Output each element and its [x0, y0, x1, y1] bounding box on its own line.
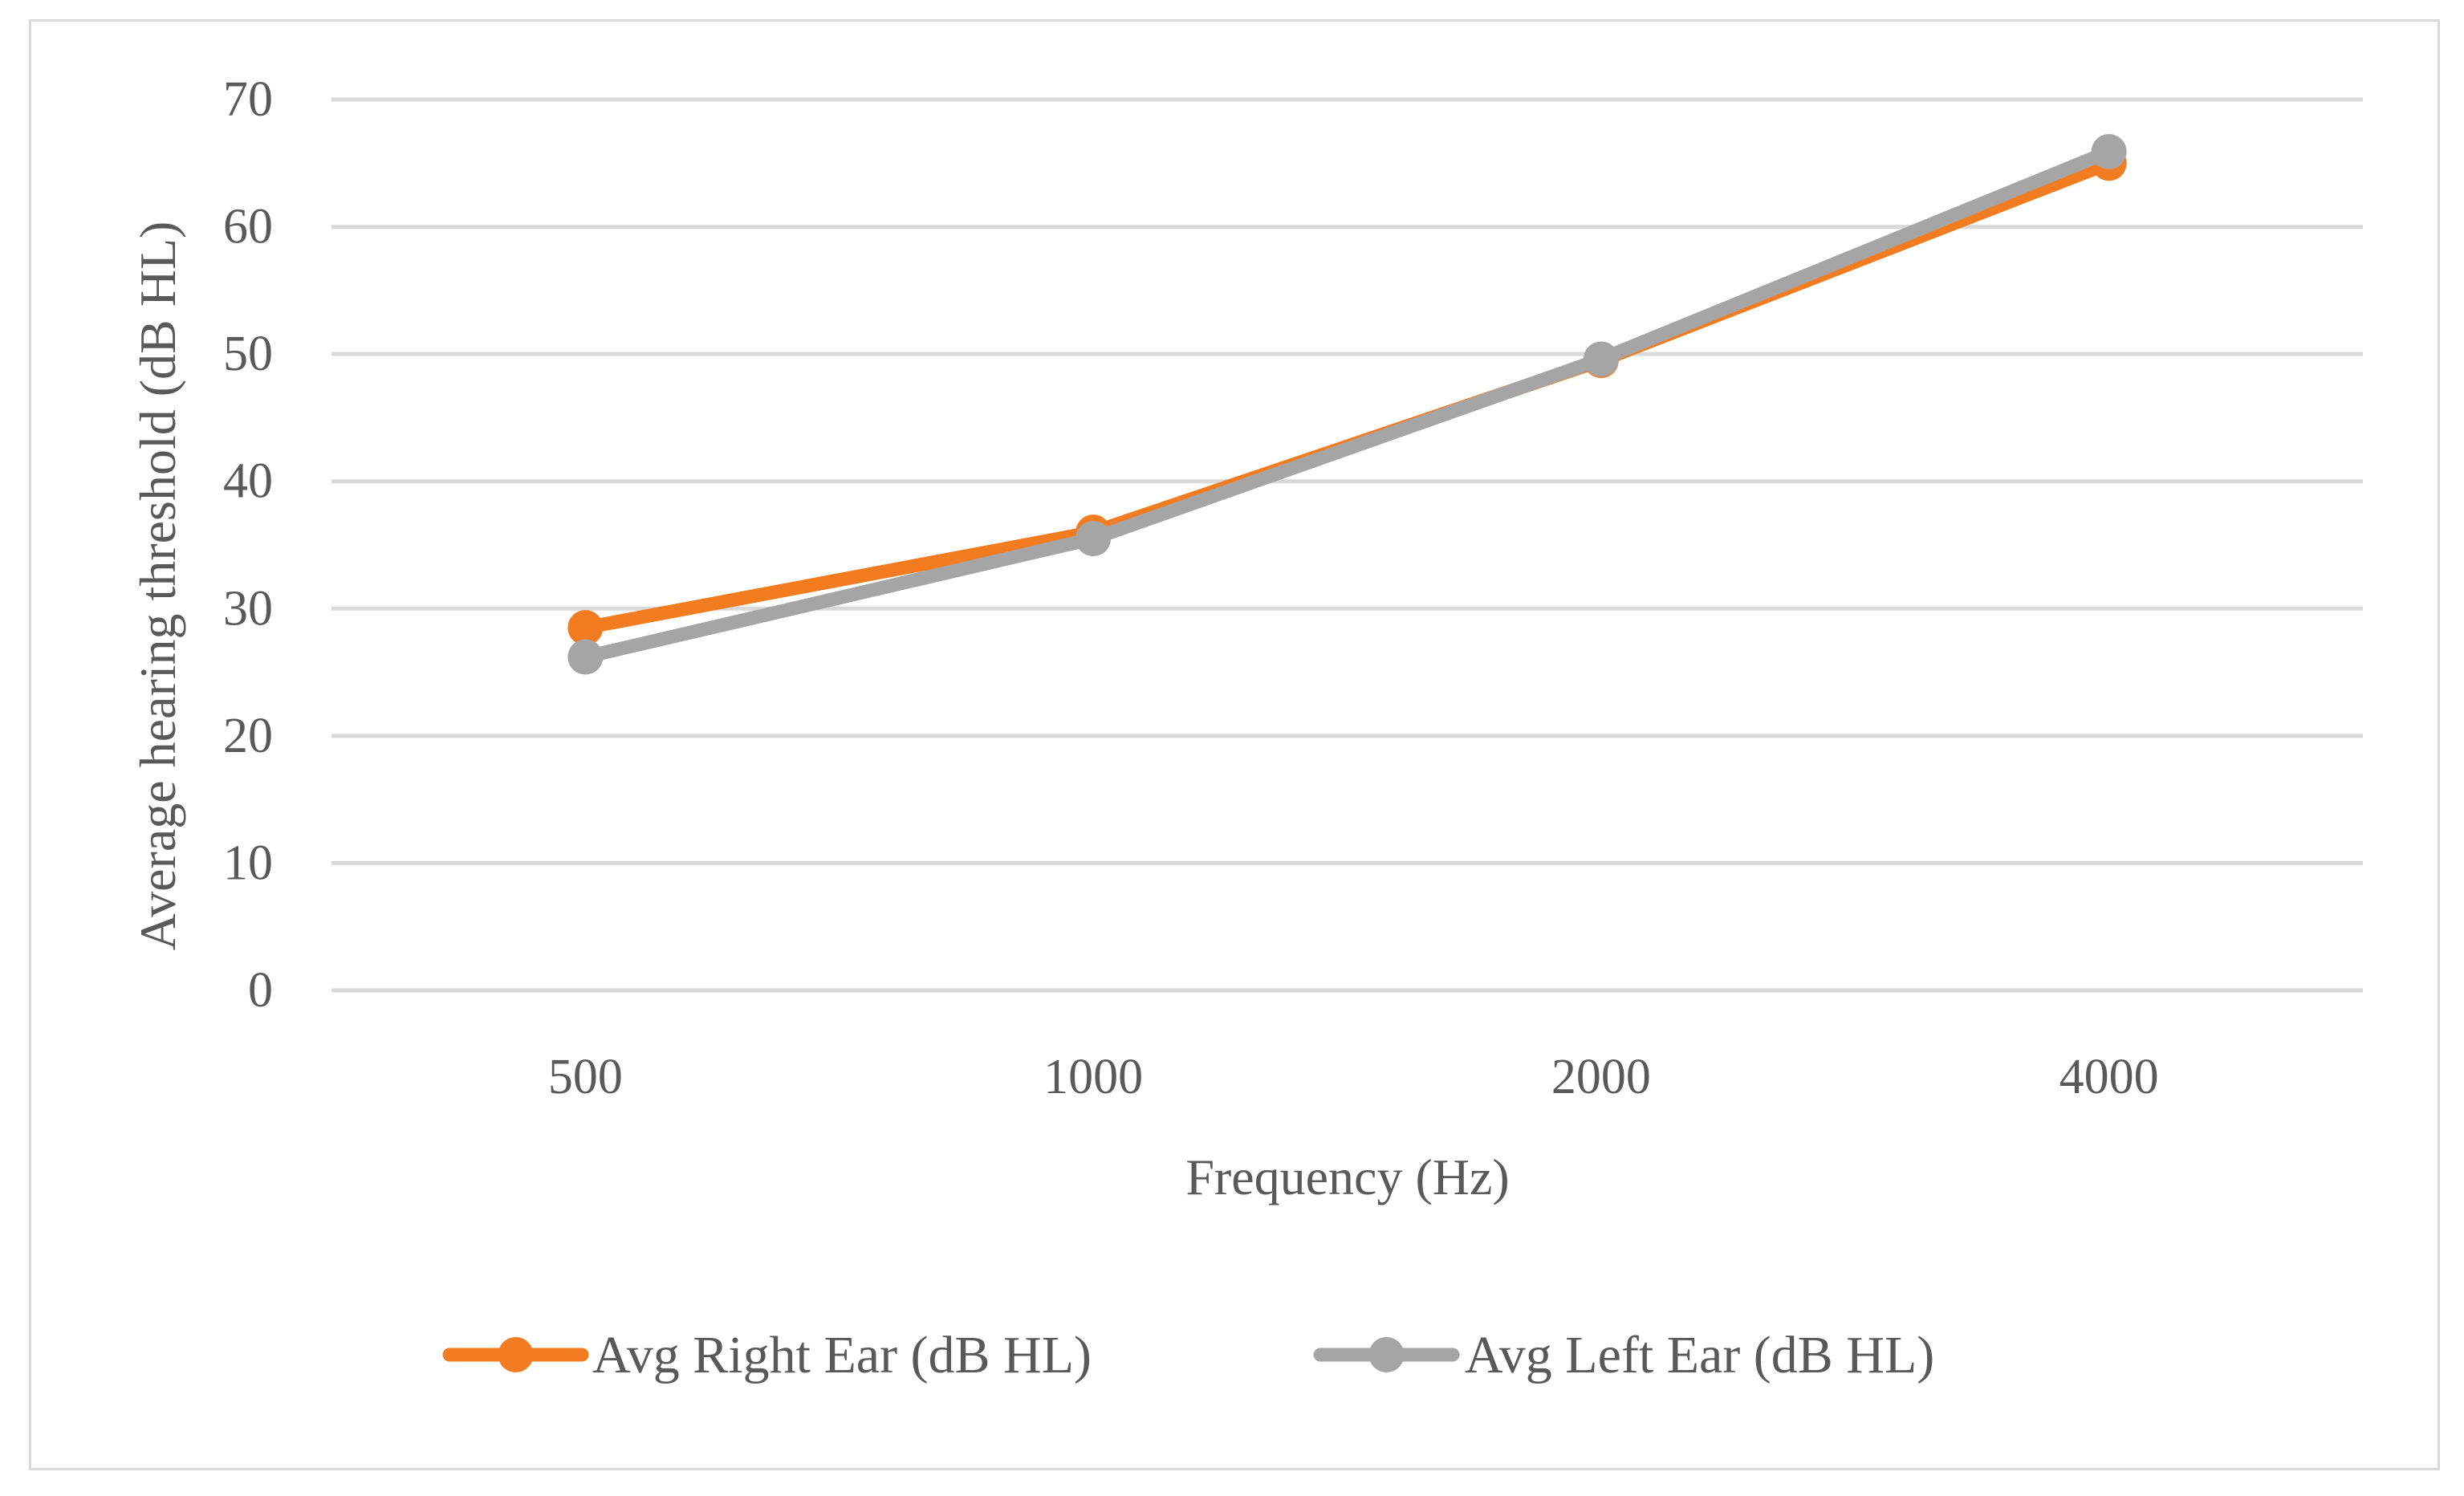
data-point	[1583, 341, 1619, 377]
y-axis-ticks: 0 10 20 30 40 50 60 70	[223, 72, 273, 1018]
data-point	[1075, 521, 1112, 557]
legend-entry: Avg Right Ear (dB HL)	[442, 1326, 1092, 1384]
x-tick-label: 4000	[2059, 1050, 2159, 1104]
legend-label: Avg Right Ear (dB HL)	[592, 1326, 1092, 1384]
legend: Avg Right Ear (dB HL) Avg Left Ear (dB HL…	[442, 1326, 1934, 1384]
data-point	[567, 610, 604, 646]
series-layer	[567, 134, 2127, 675]
x-tick-label: 2000	[1551, 1050, 1651, 1104]
y-tick-label: 60	[223, 200, 273, 254]
series-right-ear	[567, 145, 2127, 646]
y-tick-label: 70	[223, 72, 273, 127]
y-tick-label: 20	[223, 709, 273, 763]
series-left-ear	[567, 134, 2127, 675]
series-line	[578, 156, 2116, 635]
series-line	[578, 144, 2116, 665]
legend-swatch-marker	[498, 1337, 534, 1372]
y-tick-label: 30	[223, 581, 273, 636]
legend-entry: Avg Left Ear (dB HL)	[1313, 1326, 1934, 1384]
data-point	[2091, 134, 2127, 170]
y-tick-label: 0	[248, 963, 273, 1018]
y-axis-title: Average hearing threshold (dB HL)	[129, 222, 186, 951]
gridlines	[331, 97, 2363, 993]
x-axis-title: Frequency (Hz)	[1185, 1148, 1509, 1205]
data-point	[567, 639, 604, 675]
chart-frame	[29, 19, 2440, 1470]
x-axis-ticks: 500 1000 2000 4000	[548, 1050, 2159, 1104]
legend-label: Avg Left Ear (dB HL)	[1465, 1326, 1934, 1384]
y-tick-label: 40	[223, 454, 273, 509]
y-tick-label: 10	[223, 835, 273, 890]
legend-swatch-marker	[1368, 1337, 1405, 1372]
y-tick-label: 50	[223, 327, 273, 381]
x-tick-label: 1000	[1043, 1050, 1143, 1104]
x-tick-label: 500	[548, 1050, 623, 1104]
